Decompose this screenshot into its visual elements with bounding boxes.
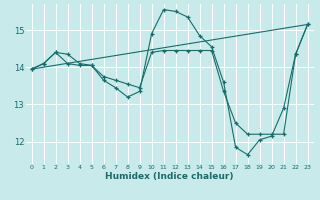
X-axis label: Humidex (Indice chaleur): Humidex (Indice chaleur)	[105, 172, 234, 181]
